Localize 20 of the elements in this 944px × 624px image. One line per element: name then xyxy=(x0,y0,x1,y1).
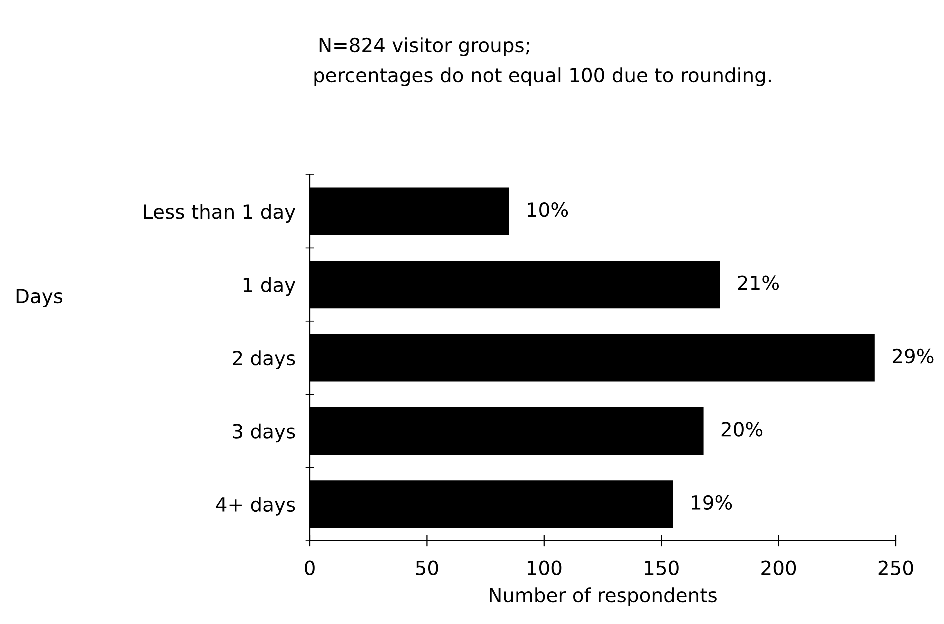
y-tick-label: 2 days xyxy=(233,350,296,370)
annotation: 19% xyxy=(692,495,732,510)
x-tick-label: 200 xyxy=(762,560,796,576)
x-tick-label: 0 xyxy=(305,560,315,576)
chart-title: N=824 visitor groups; xyxy=(320,38,530,56)
x-tick-label: 250 xyxy=(878,560,914,576)
annotation: 10% xyxy=(528,202,568,218)
y-tick-label: 4+ days xyxy=(216,497,296,516)
chart-subtitle: percentages do not equal 100 due to rounding. xyxy=(314,68,771,86)
x-axis-title: Number of respondents xyxy=(490,588,717,606)
x-tick-label: 100 xyxy=(528,560,562,576)
x-tick-label: 50 xyxy=(416,560,438,576)
annotation: 21% xyxy=(738,276,780,290)
y-tick-label: 3 days xyxy=(233,424,296,443)
annotation: 29% xyxy=(892,348,934,364)
y-axis-title: Days xyxy=(16,289,63,308)
y-tick-label: Less than 1 day xyxy=(144,204,296,224)
annotation: 20% xyxy=(722,422,763,437)
y-tick-label: 1 day xyxy=(244,277,296,296)
x-tick-label: 150 xyxy=(645,560,679,576)
